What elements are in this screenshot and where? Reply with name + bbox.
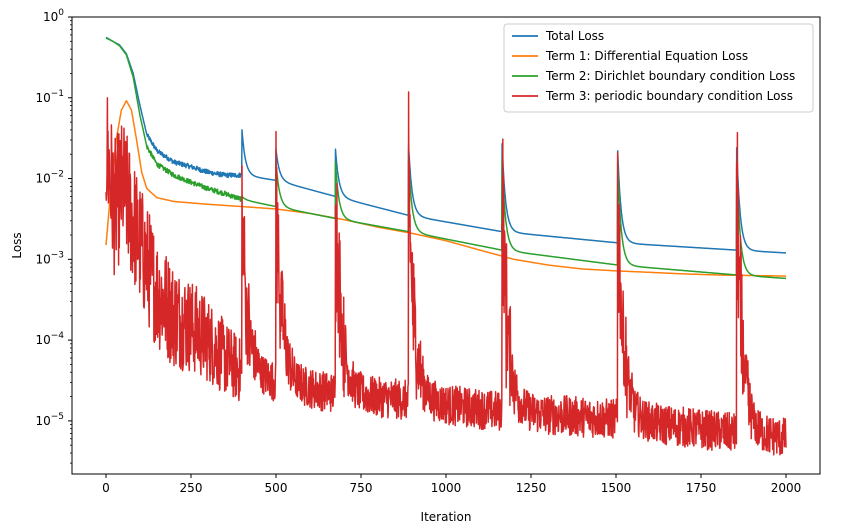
x-tick-label: 1750 <box>686 481 717 495</box>
y-tick-label: 10−5 <box>35 412 64 428</box>
series-layer <box>105 36 787 456</box>
series-line-4 <box>105 91 787 456</box>
y-tick-exponent: −2 <box>51 170 64 180</box>
y-tick-base: 10 <box>35 414 50 428</box>
legend-box <box>503 23 814 113</box>
x-tick-label: 1000 <box>431 481 462 495</box>
y-tick-label: 10−2 <box>35 170 64 186</box>
series-line-3 <box>105 37 787 280</box>
legend-label-1: Total Loss <box>545 29 604 43</box>
y-tick-exponent: 0 <box>58 8 64 18</box>
y-tick-label: 100 <box>43 8 64 24</box>
x-axis: 0 250 500 750 1000 1250 1500 1750 2000 <box>102 474 801 495</box>
y-tick-base: 10 <box>35 91 50 105</box>
y-tick-exponent: −3 <box>51 250 64 260</box>
y-tick-base: 10 <box>35 252 50 266</box>
x-tick-label: 0 <box>102 481 110 495</box>
x-tick-label: 1500 <box>601 481 632 495</box>
y-tick-base: 10 <box>35 333 50 347</box>
x-axis-label: Iteration <box>421 510 472 524</box>
legend-label-3: Term 2: Dirichlet boundary condition Los… <box>545 69 795 83</box>
x-tick-label: 750 <box>350 481 373 495</box>
legend-label-4: Term 3: periodic boundary condition Loss <box>545 89 793 103</box>
y-tick-label: 10−3 <box>35 250 64 266</box>
y-axis-label: Loss <box>10 232 24 258</box>
y-tick-label: 10−1 <box>35 89 64 105</box>
x-tick-label: 2000 <box>771 481 802 495</box>
legend-label-2: Term 1: Differential Equation Loss <box>545 49 748 63</box>
x-tick-label: 1250 <box>516 481 547 495</box>
series-line-1 <box>105 36 787 254</box>
x-tick-label: 500 <box>265 481 288 495</box>
y-tick-exponent: −5 <box>51 412 64 422</box>
y-tick-exponent: −4 <box>51 331 65 341</box>
y-tick-base: 10 <box>35 172 50 186</box>
series-line-2 <box>105 99 787 277</box>
y-tick-label: 10−4 <box>35 331 64 347</box>
y-tick-base: 10 <box>43 10 58 24</box>
y-tick-exponent: −1 <box>51 89 64 99</box>
x-tick-label: 250 <box>180 481 203 495</box>
legend: Total Loss Term 1: Differential Equation … <box>503 23 814 113</box>
